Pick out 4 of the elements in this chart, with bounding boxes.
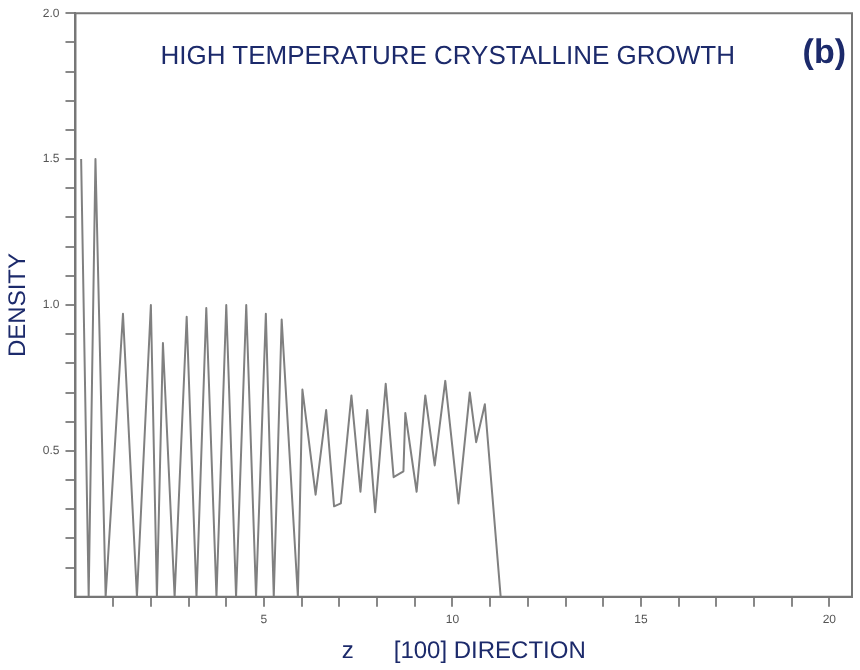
- text: HIGH TEMPERATURE CRYSTALLINE GROWTH: [160, 40, 735, 71]
- y-axis-title: DENSITY: [3, 252, 32, 358]
- annotation: (b): [802, 32, 846, 71]
- x-axis-title: z [100] DIRECTION: [341, 636, 586, 665]
